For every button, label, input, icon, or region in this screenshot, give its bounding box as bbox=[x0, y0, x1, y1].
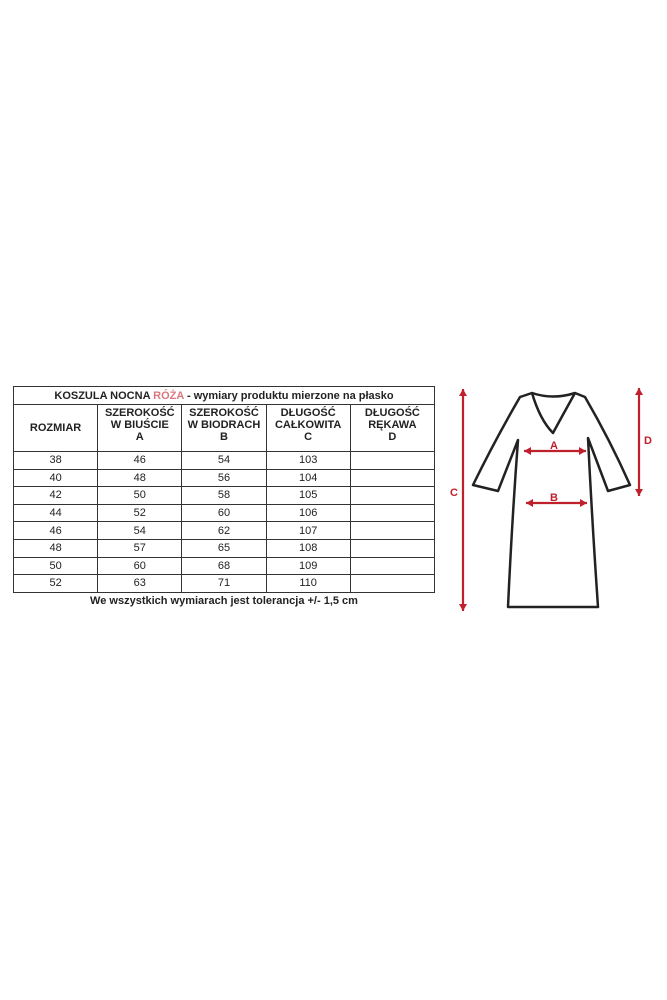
header-line: C bbox=[304, 431, 313, 443]
column-header: DŁUGOŚĆ RĘKAWA D bbox=[349, 404, 436, 452]
arrow-d bbox=[635, 388, 643, 496]
header-line: CAŁKOWITA bbox=[274, 419, 342, 431]
header-line: SZEROKOŚĆ bbox=[104, 407, 175, 419]
arrow-c bbox=[459, 389, 467, 611]
label-b: B bbox=[550, 492, 558, 504]
tolerance-note: We wszystkich wymiarach jest tolerancja … bbox=[90, 595, 358, 607]
table-row: 40 48 56 104 bbox=[12, 468, 436, 488]
label-c: C bbox=[450, 487, 458, 499]
table-cell bbox=[349, 574, 436, 593]
dress-outline bbox=[471, 391, 632, 609]
header-line: DŁUGOŚĆ bbox=[364, 407, 420, 419]
header-line: A bbox=[135, 431, 144, 443]
header-line: W BIODRACH bbox=[187, 419, 261, 431]
table-cell: 71 bbox=[181, 574, 267, 593]
header-line: B bbox=[219, 431, 228, 443]
label-d: D bbox=[644, 435, 652, 447]
table-row: 50 60 68 109 bbox=[12, 556, 436, 576]
table-row: 52 63 71 110 bbox=[12, 574, 436, 593]
header-line: D bbox=[388, 431, 397, 443]
column-header: SZEROKOŚĆ W BIODRACH B bbox=[181, 404, 267, 452]
size-table: KOSZULA NOCNA RÓŻA - wymiary produktu mi… bbox=[12, 386, 436, 593]
header-line: RĘKAWA bbox=[368, 419, 417, 431]
table-row: 46 54 62 107 bbox=[12, 521, 436, 540]
header-line: SZEROKOŚĆ bbox=[189, 407, 259, 419]
table-row: 44 52 60 106 bbox=[12, 503, 436, 523]
table-row: 42 50 58 105 bbox=[12, 486, 436, 505]
arrow-b bbox=[526, 499, 587, 507]
arrow-a bbox=[524, 447, 586, 455]
column-header: ROZMIAR bbox=[12, 404, 99, 452]
header-line: DŁUGOŚĆ bbox=[280, 407, 336, 419]
column-header: SZEROKOŚĆ W BIUŚCIE A bbox=[97, 404, 183, 452]
label-a: A bbox=[550, 440, 558, 452]
table-cell: 63 bbox=[97, 574, 183, 593]
header-line: W BIUŚCIE bbox=[110, 419, 169, 431]
header-line: ROZMIAR bbox=[29, 422, 82, 434]
